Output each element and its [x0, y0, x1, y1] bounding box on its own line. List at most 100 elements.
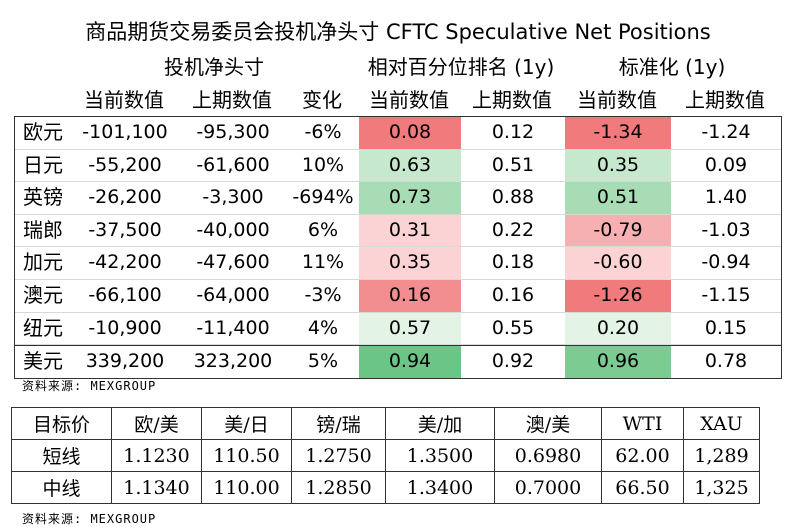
- col-header-net-previous: 上期数值: [192, 88, 272, 112]
- net-current-cell: -42,200: [88, 251, 162, 274]
- rank-previous-cell: 0.12: [491, 121, 535, 143]
- std-previous-cell: -1.03: [701, 218, 751, 241]
- std-previous-cell: 0.78: [704, 350, 748, 373]
- std-previous-cell: -1.24: [701, 121, 751, 143]
- table-row: 加元 -42,200 -47,600 11% 0.35 0.18 -0.60 -0.94: [15, 247, 781, 280]
- col-header-rank-previous: 上期数值: [472, 88, 552, 112]
- col-header-std-previous: 上期数值: [685, 88, 765, 112]
- cftc-data-grid: 欧元 -101,100 -95,300 -6% 0.08 0.12 -1.34 -1.24 日元…: [14, 116, 782, 379]
- target-cell: 1.1230: [111, 439, 202, 472]
- std-current-cell: 0.96: [565, 346, 671, 378]
- target-cell: 1.3400: [385, 471, 495, 504]
- target-row-short: 短线 1.1230 110.50 1.2750 1.3500 0.6980 62…: [11, 439, 760, 472]
- rank-previous-cell: 0.88: [491, 186, 535, 209]
- std-current-cell: -1.34: [565, 117, 671, 149]
- rank-current-cell: 0.31: [359, 214, 461, 247]
- target-cell: 1,325: [683, 471, 760, 504]
- net-change-cell: 11%: [301, 251, 345, 274]
- target-cell: 1.2750: [291, 439, 386, 472]
- currency-name-cell: 美元: [23, 349, 63, 374]
- col-header-rank-current: 当前数值: [369, 88, 449, 112]
- col-header-net-current: 当前数值: [84, 88, 164, 112]
- target-cell: 110.50: [201, 439, 292, 472]
- rank-current-cell: 0.35: [359, 247, 461, 279]
- group-empty: [14, 50, 70, 84]
- target-cell: 0.6980: [494, 439, 602, 472]
- rank-current-cell: 0.73: [359, 182, 461, 214]
- std-current-cell: -1.26: [565, 279, 671, 312]
- target-cell: 1.1340: [111, 471, 202, 504]
- net-previous-cell: -3,300: [202, 186, 264, 209]
- target-row-medium: 中线 1.1340 110.00 1.2850 1.3400 0.7000 66…: [11, 471, 760, 504]
- table-row: 瑞郎 -37,500 -40,000 6% 0.31 0.22 -0.79 -1.03: [15, 214, 781, 248]
- net-current-cell: -37,500: [88, 218, 162, 241]
- net-previous-cell: -40,000: [196, 218, 270, 241]
- group-standardized: 标准化 (1y): [618, 55, 726, 79]
- net-previous-cell: -47,600: [196, 251, 270, 274]
- table-row: 澳元 -66,100 -64,000 -3% 0.16 0.16 -1.26 -1.15: [15, 279, 781, 313]
- target-header-usdcad: 美/加: [385, 407, 495, 440]
- target-header-usdjpy: 美/日: [201, 407, 292, 440]
- table-row: 欧元 -101,100 -95,300 -6% 0.08 0.12 -1.34 -1.24: [15, 117, 781, 150]
- net-change-cell: 4%: [307, 316, 339, 339]
- std-current-cell: 0.35: [565, 149, 671, 182]
- net-previous-cell: -61,600: [196, 153, 270, 176]
- rank-current-cell: 0.08: [359, 117, 461, 149]
- net-previous-cell: -95,300: [196, 121, 270, 143]
- source-note: 资料来源: MEXGROUP: [22, 379, 157, 393]
- table-row: 纽元 -10,900 -11,400 4% 0.57 0.55 0.20 0.15: [15, 312, 781, 346]
- target-cell: 1.3500: [385, 439, 495, 472]
- currency-name-cell: 纽元: [23, 315, 63, 340]
- std-previous-cell: 1.40: [704, 186, 748, 209]
- net-change-cell: -694%: [292, 186, 354, 209]
- cftc-table: 商品期货交易委员会投机净头寸 CFTC Speculative Net Posi…: [14, 14, 782, 379]
- net-change-cell: 5%: [307, 350, 339, 373]
- target-cell: 110.00: [201, 471, 292, 504]
- target-header-wti: WTI: [601, 407, 684, 440]
- target-cell: 1.2850: [291, 471, 386, 504]
- rank-previous-cell: 0.55: [491, 316, 535, 339]
- target-cell: 1,289: [683, 439, 760, 472]
- currency-name-cell: 加元: [23, 250, 63, 275]
- target-cell: 66.50: [601, 471, 684, 504]
- std-previous-cell: 0.15: [704, 316, 748, 339]
- rank-previous-cell: 0.22: [491, 218, 535, 241]
- net-previous-cell: 323,200: [193, 350, 273, 373]
- net-change-cell: 6%: [307, 218, 339, 241]
- currency-name-cell: 日元: [23, 152, 63, 177]
- target-header-row: 目标价 欧/美 美/日 镑/瑞 美/加 澳/美 WTI XAU: [11, 407, 760, 440]
- rank-previous-cell: 0.92: [491, 350, 535, 373]
- net-current-cell: -10,900: [88, 316, 162, 339]
- source-note-bottom: 资料来源: MEXGROUP: [22, 512, 157, 526]
- column-header: 当前数值 上期数值 变化 当前数值 上期数值 当前数值 上期数值: [14, 84, 782, 116]
- group-percentile-rank: 相对百分位排名 (1y): [367, 55, 555, 79]
- currency-name-cell: 瑞郎: [23, 217, 63, 242]
- col-header-change: 变化: [302, 88, 342, 112]
- cftc-title: 商品期货交易委员会投机净头寸 CFTC Speculative Net Posi…: [85, 20, 711, 44]
- rank-previous-cell: 0.18: [491, 251, 535, 274]
- col-header-currency: [14, 84, 70, 116]
- target-header-gbpchf: 镑/瑞: [291, 407, 386, 440]
- target-header-xau: XAU: [683, 407, 760, 440]
- target-cell: 0.7000: [494, 471, 602, 504]
- net-current-cell: 339,200: [85, 350, 165, 373]
- std-current-cell: 0.51: [565, 182, 671, 214]
- net-change-cell: -3%: [304, 283, 342, 306]
- rank-current-cell: 0.94: [359, 346, 461, 378]
- table-row: 美元 339,200 323,200 5% 0.94 0.92 0.96 0.78: [15, 345, 781, 378]
- std-current-cell: -0.79: [565, 214, 671, 247]
- target-cell: 中线: [11, 471, 112, 504]
- std-previous-cell: -0.94: [701, 251, 751, 274]
- target-header-label: 目标价: [11, 407, 112, 440]
- column-group-header: 投机净头寸 相对百分位排名 (1y) 标准化 (1y): [14, 50, 782, 84]
- target-price-table: 目标价 欧/美 美/日 镑/瑞 美/加 澳/美 WTI XAU 短线 1.123…: [11, 407, 760, 504]
- target-cell: 短线: [11, 439, 112, 472]
- target-header-eurusd: 欧/美: [111, 407, 202, 440]
- net-change-cell: -6%: [304, 121, 342, 143]
- net-change-cell: 10%: [301, 153, 345, 176]
- net-current-cell: -101,100: [82, 121, 168, 143]
- group-net-positions: 投机净头寸: [164, 55, 264, 79]
- col-header-std-current: 当前数值: [577, 88, 657, 112]
- net-current-cell: -55,200: [88, 153, 162, 176]
- table-row: 日元 -55,200 -61,600 10% 0.63 0.51 0.35 0.09: [15, 149, 781, 183]
